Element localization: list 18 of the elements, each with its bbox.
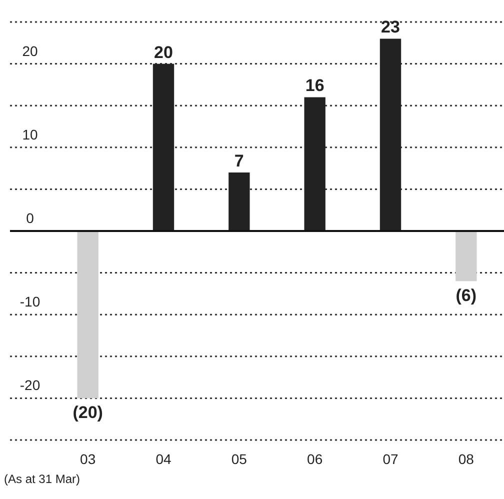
y-tick-label: 10 (22, 126, 38, 142)
data-label: (6) (456, 286, 477, 306)
text: (As at 31 Mar) (4, 472, 80, 486)
data-label: 7 (234, 151, 244, 170)
y-tick-label: -10 (20, 294, 40, 310)
x-tick-label: 08 (458, 451, 474, 467)
y-tick-label: 0 (26, 210, 34, 226)
x-tick-label: 06 (307, 451, 323, 467)
y-tick-label: -20 (20, 377, 40, 394)
x-tick-label: 05 (231, 451, 248, 467)
data-label: 23 (381, 18, 400, 37)
x-tick-label: 03 (80, 451, 96, 467)
x-tick-label: 07 (382, 451, 398, 467)
x-tick-label: 04 (156, 451, 172, 467)
data-label: 16 (305, 76, 324, 96)
data-label: 20 (154, 42, 173, 62)
y-tick-label: 20 (22, 42, 38, 59)
data-label: (20) (72, 403, 103, 422)
